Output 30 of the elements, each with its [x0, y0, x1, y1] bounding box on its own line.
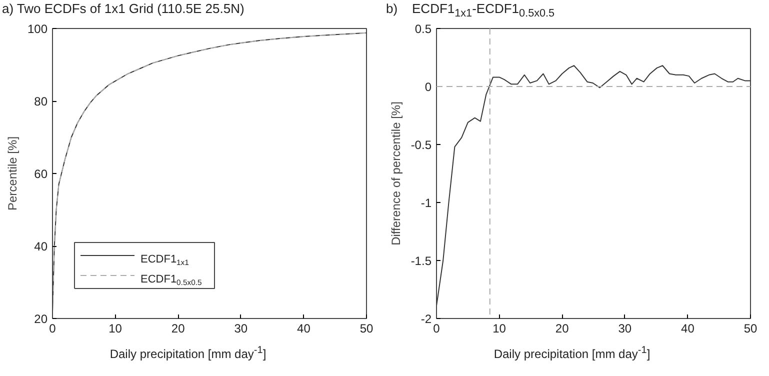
x-axis-title: Daily precipitation [mm day$^{-1}$]: [494, 344, 650, 363]
x-tick-label: 0: [49, 322, 56, 336]
x-tick-label: 50: [744, 322, 758, 336]
x-axis-title: Daily precipitation [mm day$^{-1}$]: [110, 344, 266, 363]
y-tick-label: -1.5: [410, 254, 432, 268]
y-tick-label: 0.5: [414, 22, 432, 36]
x-tick-label: 30: [234, 322, 248, 336]
line-series: [436, 65, 750, 306]
y-tick-label: -1: [420, 196, 432, 210]
y-tick-label: 20: [34, 312, 48, 326]
x-tick-label: 10: [108, 322, 122, 336]
x-tick-label: 40: [297, 322, 311, 336]
x-tick-label: 50: [360, 322, 374, 336]
y-axis-title: Percentile [%]: [5, 136, 20, 211]
chart-title: b) ECDF1$_{1x1}$-ECDF1$_{0.5x0.5}$: [386, 0, 555, 22]
y-tick-label: 40: [34, 240, 48, 254]
x-tick-label: 10: [492, 322, 506, 336]
chart-title: a) Two ECDFs of 1x1 Grid (110.5E 25.5N): [2, 0, 244, 18]
x-tick-label: 30: [618, 322, 632, 336]
y-tick-label: 80: [34, 94, 48, 108]
y-tick-label: 60: [34, 167, 48, 181]
y-tick-label: 100: [27, 22, 48, 36]
x-tick-label: 20: [555, 322, 570, 336]
y-tick-label: -0.5: [410, 138, 432, 152]
y-tick-label: 0: [424, 80, 432, 94]
y-axis-title: Difference of percentile [%]: [388, 102, 403, 246]
x-tick-label: 20: [171, 322, 186, 336]
y-tick-label: -2: [420, 312, 432, 326]
x-tick-label: 40: [681, 322, 695, 336]
x-tick-label: 0: [433, 322, 440, 336]
